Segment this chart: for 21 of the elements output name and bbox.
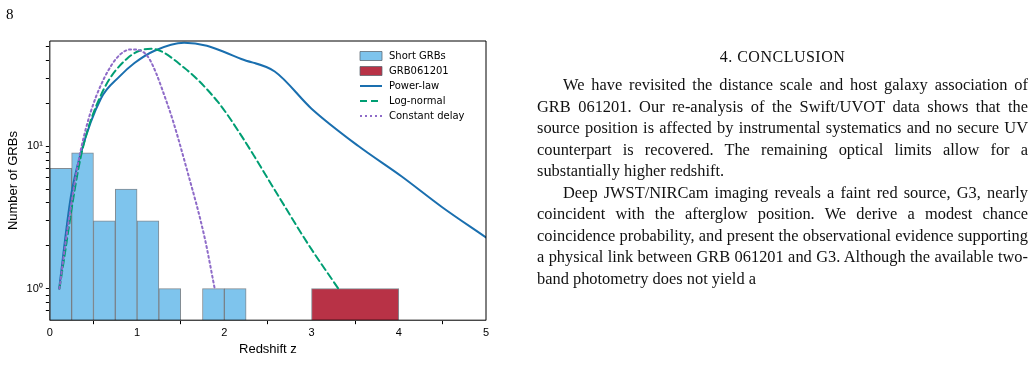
x-tick-label: 4 bbox=[395, 325, 402, 338]
line-series bbox=[58, 41, 486, 290]
legend-label: GRB061201 bbox=[389, 64, 449, 76]
text: 8 bbox=[6, 6, 14, 23]
line-series bbox=[58, 47, 340, 290]
legend-label: Power-law bbox=[389, 79, 440, 91]
y-tick-label: 10⁰ bbox=[26, 281, 43, 294]
x-tick-label: 0 bbox=[46, 325, 53, 338]
legend-label: Short GRBs bbox=[389, 49, 446, 61]
text: Deep JWST/NIRCam imaging reveals a faint red source, G3, nearly coincident with the afterglow position. We derive a modest chance coincidence probability, and present the observational evidence supporting a physical link between GRB 061201 and G3. Although the available two-band photometry does not yield a bbox=[537, 181, 1028, 289]
legend-label: Log-normal bbox=[389, 94, 446, 106]
x-tick-label: 3 bbox=[308, 325, 315, 338]
x-axis-title: Redshift z bbox=[239, 340, 297, 356]
legend-label: Constant delay bbox=[389, 109, 465, 121]
text: We have revisited the distance scale and host galaxy association of GRB 061201. Our re-analysis of the Swift/UVOT data shows that the source position is affected by instrumental systematics and no secure UV counterpart is recovered. The remaining optical limits allow for a substantially higher redshift. bbox=[537, 74, 1028, 182]
y-tick-label: 10¹ bbox=[26, 139, 44, 152]
x-tick-label: 5 bbox=[482, 325, 490, 338]
y-axis-title: Number of GRBs bbox=[5, 130, 21, 231]
text: 4. CONCLUSION bbox=[718, 48, 847, 66]
x-tick-label: 2 bbox=[221, 325, 228, 338]
x-tick-label: 1 bbox=[134, 325, 141, 338]
